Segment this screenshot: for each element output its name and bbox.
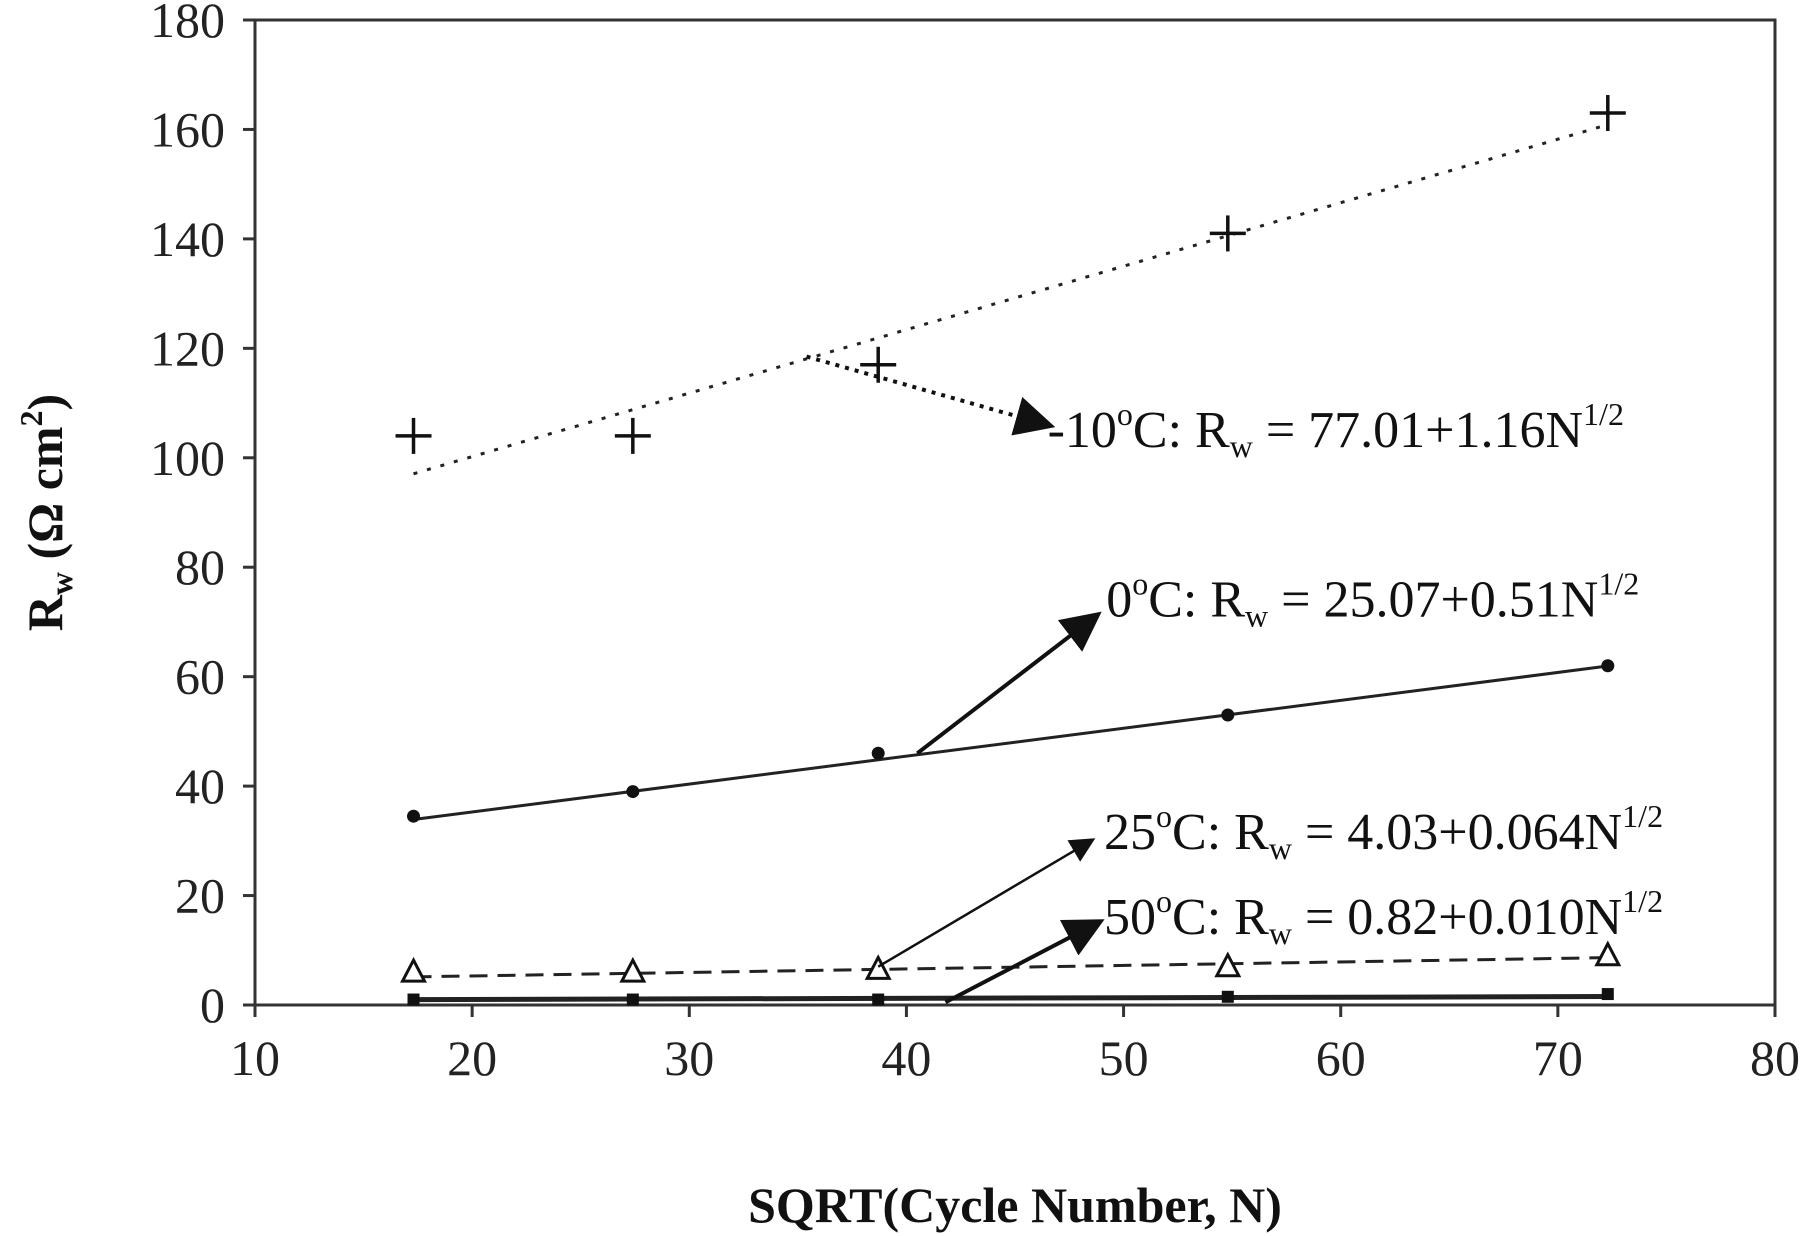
data-point-s0-4 — [1589, 95, 1626, 132]
fit-equation-2: 25oC: Rw = 4.03+0.064N1/2 — [1104, 798, 1663, 866]
annotation-arrow-1 — [916, 611, 1102, 755]
data-point-s0-1 — [614, 417, 651, 454]
x-tick-label: 40 — [881, 1030, 931, 1086]
plot-frame — [253, 18, 1777, 1007]
fit-line-1 — [413, 664, 1608, 822]
fit-equation-3: 50oC: Rw = 0.82+0.010N1/2 — [1104, 883, 1663, 951]
data-point-s3-1 — [626, 993, 639, 1006]
x-tick-label: 10 — [230, 1030, 280, 1086]
y-tick-label: 80 — [175, 539, 225, 595]
fit-equation-0: -10oC: Rw = 77.01+1.16N1/2 — [1048, 396, 1624, 464]
y-tick-label: 40 — [175, 758, 225, 814]
y-axis-title: Rw (Ω cm2) — [13, 394, 79, 631]
data-point-s1-2 — [871, 746, 885, 760]
data-point-s2-1 — [619, 956, 647, 983]
data-point-s3-2 — [872, 993, 885, 1006]
fit-line-0 — [413, 123, 1609, 476]
y-tick-label: 60 — [175, 649, 225, 705]
x-tick-label: 80 — [1750, 1030, 1800, 1086]
data-point-s1-3 — [1221, 708, 1235, 722]
x-tick-label: 20 — [447, 1030, 497, 1086]
x-tick-label: 60 — [1316, 1030, 1366, 1086]
y-tick-label: 140 — [150, 211, 225, 267]
data-point-s1-4 — [1601, 659, 1615, 673]
y-tick-label: 20 — [175, 868, 225, 924]
data-point-s3-0 — [407, 993, 420, 1006]
data-point-s1-1 — [626, 785, 640, 799]
y-tick-label: 160 — [150, 101, 225, 157]
data-point-s2-3 — [1214, 951, 1242, 978]
data-point-s0-0 — [395, 417, 432, 454]
x-axis-title: SQRT(Cycle Number, N) — [748, 1177, 1282, 1233]
y-tick-label: 100 — [150, 430, 225, 486]
annotation-arrow-0 — [805, 354, 1056, 436]
data-point-s0-2 — [860, 346, 897, 383]
x-tick-label: 30 — [664, 1030, 714, 1086]
y-tick-label: 180 — [150, 0, 225, 48]
data-point-s3-3 — [1221, 990, 1234, 1003]
y-tick-label: 120 — [150, 320, 225, 376]
y-tick-label: 0 — [200, 977, 225, 1033]
x-tick-label: 70 — [1533, 1030, 1583, 1086]
data-point-s2-2 — [864, 954, 892, 980]
data-point-s2-0 — [400, 956, 427, 983]
data-point-s2-4 — [1594, 940, 1622, 967]
fit-line-3 — [413, 994, 1608, 1003]
annotation-arrow-3 — [944, 919, 1105, 1005]
fit-equation-1: 0oC: Rw = 25.07+0.51N1/2 — [1106, 565, 1639, 633]
data-point-s1-0 — [407, 809, 421, 823]
data-point-s3-4 — [1601, 988, 1614, 1001]
data-point-s0-3 — [1209, 215, 1246, 252]
annotation-arrow-2 — [877, 838, 1096, 968]
x-tick-label: 50 — [1099, 1030, 1149, 1086]
